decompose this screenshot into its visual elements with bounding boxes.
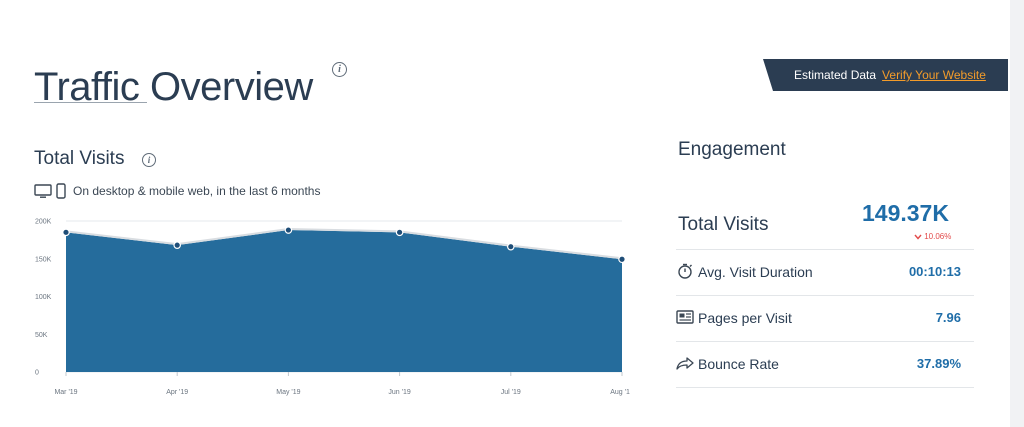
device-filter-line: On desktop & mobile web, in the last 6 m…	[34, 183, 320, 199]
pages-icon	[676, 310, 694, 324]
area-series	[66, 230, 622, 372]
change-percent: 10.06%	[924, 232, 952, 241]
total-visits-label: Total Visits	[678, 214, 769, 235]
data-point	[395, 228, 404, 237]
y-tick-label: 100K	[35, 294, 52, 301]
data-point	[506, 242, 515, 251]
data-point	[284, 226, 293, 234]
total-visits-value: 149.37K	[862, 200, 949, 226]
x-tick-label: Apr '19	[166, 389, 188, 396]
title-divider	[34, 102, 147, 103]
metric-row-avg-visit-duration: Avg. Visit Duration 00:10:13	[676, 249, 974, 295]
y-tick-label: 200K	[35, 219, 52, 226]
x-tick-label: Jun '19	[388, 389, 410, 396]
series-line	[65, 228, 623, 260]
x-tick-label: Jul '19	[501, 389, 521, 396]
metric-value: 7.96	[935, 310, 961, 325]
data-point	[173, 241, 182, 249]
data-point	[618, 255, 626, 264]
total-visits-change: 10.06%	[914, 232, 951, 241]
mobile-icon	[56, 183, 66, 199]
total-visits-chart: 0 50K 100K 150K 200K Mar '19 Apr '19 May '19 Jun…	[30, 212, 630, 402]
x-tick-label: May '19	[276, 389, 300, 396]
x-tick-label: Aug '19	[610, 389, 630, 396]
metric-label: Bounce Rate	[698, 356, 779, 372]
share-arrow-icon	[676, 357, 694, 370]
y-tick-label: 150K	[35, 256, 52, 263]
metric-row-bounce-rate: Bounce Rate 37.89%	[676, 341, 974, 388]
device-description: On desktop & mobile web, in the last 6 m…	[73, 184, 321, 198]
estimated-data-banner: Estimated Data Verify Your Website	[763, 59, 1008, 91]
metric-value: 00:10:13	[908, 264, 961, 279]
data-point	[62, 228, 70, 237]
verify-website-link[interactable]: Verify Your Website	[882, 68, 986, 82]
scrollbar-track[interactable]	[1010, 0, 1024, 427]
total-visits-section-title: Total Visits	[34, 148, 125, 169]
info-icon[interactable]: i	[332, 62, 347, 77]
y-tick-label: 50K	[35, 332, 48, 339]
info-icon[interactable]: i	[142, 153, 156, 167]
arrow-down-icon	[914, 234, 922, 240]
desktop-icon	[34, 183, 52, 198]
stopwatch-icon	[678, 263, 692, 279]
metric-row-pages-per-visit: Pages per Visit 7.96	[676, 295, 974, 341]
estimated-data-label: Estimated Data	[794, 68, 877, 82]
page-title: Traffic Overview	[34, 64, 313, 109]
metric-label: Pages per Visit	[698, 310, 792, 326]
x-tick-label: Mar '19	[54, 389, 77, 396]
y-tick-label: 0	[35, 370, 39, 377]
area-chart: 0 50K 100K 150K 200K Mar '19 Apr '19 May '19 Jun…	[35, 219, 630, 397]
metric-value: 37.89%	[916, 356, 961, 371]
metric-label: Avg. Visit Duration	[698, 264, 813, 280]
engagement-title: Engagement	[678, 139, 786, 160]
